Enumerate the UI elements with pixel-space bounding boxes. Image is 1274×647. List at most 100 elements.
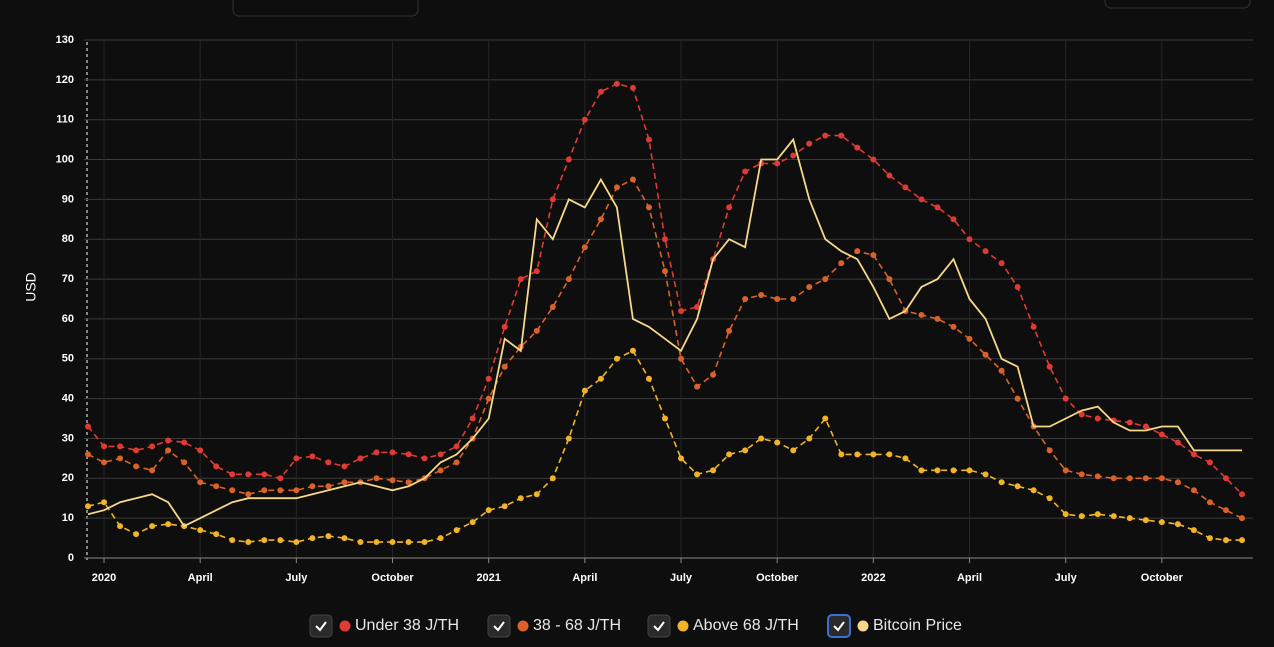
series-dot [341,479,348,486]
series-dot [710,371,717,378]
series-dot [678,307,685,314]
legend-checkbox[interactable] [309,614,333,638]
series-dot [918,467,925,474]
legend-checkbox[interactable] [827,614,851,638]
y-tick-label: 120 [56,74,74,86]
series-dot [213,531,220,538]
top-control[interactable] [232,0,419,17]
series-dot [261,471,268,478]
x-tick-label: April [572,572,597,584]
y-tick-label: 20 [62,472,74,484]
y-tick-label: 100 [56,153,74,165]
series-dot [165,521,172,528]
series-dot [1158,519,1165,526]
series-dot [806,140,813,147]
series-dot [613,184,620,191]
series-dot [1142,517,1149,524]
series-dot [261,537,268,544]
series-dot [1078,513,1085,520]
series-dot [1158,475,1165,482]
series-dot [277,537,284,544]
series-dot [213,483,220,490]
series-dot [133,463,140,470]
series-dot [245,539,252,546]
series-dot [758,292,765,299]
series-dot [389,539,396,546]
series-dot [790,447,797,454]
y-tick-label: 130 [56,34,74,46]
series-dot [469,519,476,526]
series-dot [662,268,668,275]
series-dot [870,252,877,259]
series-dot [565,435,572,442]
legend-label[interactable]: Above 68 J/TH [693,617,799,634]
series-dot [149,523,156,530]
legend-swatch [677,620,689,632]
series-dot [1239,515,1245,522]
series-dot [101,499,108,506]
series-dot [85,423,91,430]
series-dot [293,487,300,494]
series-dot [261,487,268,494]
legend-label[interactable]: Under 38 J/TH [355,617,459,634]
series-dot [549,303,556,310]
series-dot [1190,527,1197,534]
series-dot [1239,491,1245,498]
legend-check [653,621,665,632]
series-dot [597,375,604,382]
series-dot [309,483,316,490]
y-tick-label: 50 [62,353,74,365]
series-dot [774,296,781,302]
series-dot [694,303,701,310]
series-dot [341,463,348,470]
series-dot [181,439,188,446]
series-dot [1014,483,1021,490]
series-dot [1030,487,1037,494]
x-tick-label: July [670,572,693,584]
series-dot [806,435,813,442]
legend-label[interactable]: 38 - 68 J/TH [533,617,621,634]
y-axis-label: USD [23,272,39,302]
series-dot [277,475,284,482]
series-dot [421,539,428,546]
series-dot [133,447,140,454]
legend-checkbox[interactable] [487,614,511,638]
series-dot [549,196,556,203]
series-dot [645,204,652,211]
y-tick-label: 90 [62,193,74,205]
x-tick-label: July [1055,572,1078,584]
series-dot [437,467,444,474]
legend-checkbox[interactable] [647,614,671,638]
series-dot [726,204,733,211]
series-dot [1174,439,1181,446]
series-dot [613,80,620,87]
x-tick-label: October [371,572,414,584]
series-dot [1142,475,1149,482]
series-dot [85,503,91,510]
series-dot [838,451,845,458]
series-dot [1190,451,1197,458]
series-dot [998,260,1005,267]
x-tick-label: April [957,572,982,584]
series-dot [645,375,652,382]
top-control[interactable] [1104,0,1251,9]
series-dot [934,204,941,211]
series-dot [950,323,957,330]
y-tick-label: 10 [62,512,74,524]
series-dot [1222,475,1229,482]
legend-label[interactable]: Bitcoin Price [873,617,962,634]
series-dot [405,479,412,486]
series-dot [533,491,540,498]
series-dot [1014,284,1021,291]
series-dot [485,395,492,402]
series-dot [149,467,156,474]
series-dot [133,531,140,538]
series-dot [181,459,188,466]
series-dot [1062,467,1069,474]
series-dot [405,451,412,458]
x-tick-label: October [1141,572,1184,584]
series-dot [678,355,685,362]
series-dot [485,507,492,514]
y-tick-label: 70 [62,273,74,285]
series-dot [854,451,861,458]
